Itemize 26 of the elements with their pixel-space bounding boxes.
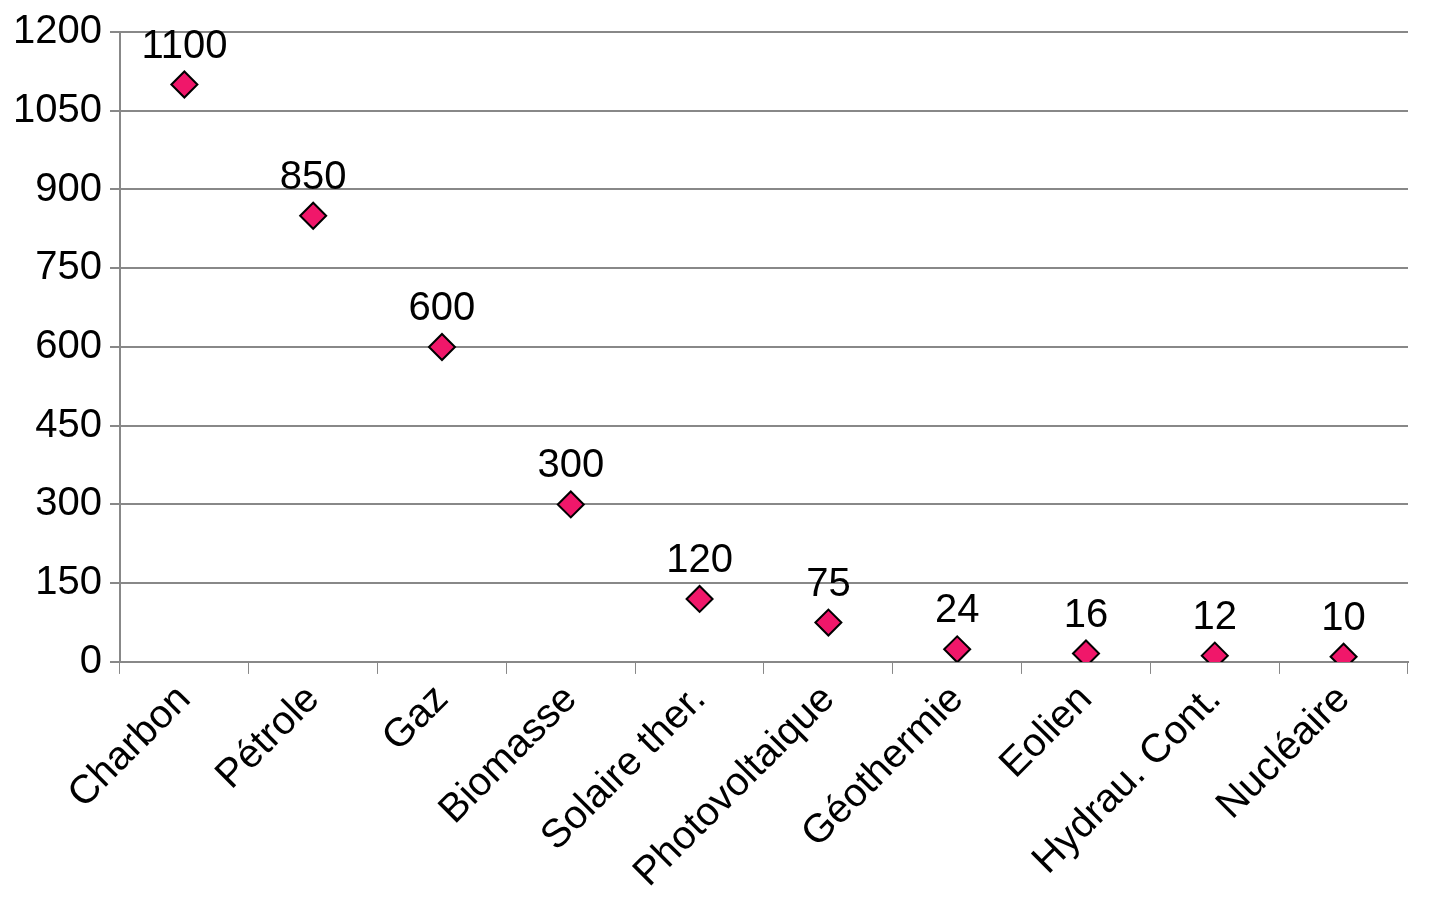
data-label: 12 (1192, 592, 1238, 637)
point (556, 490, 585, 519)
point (299, 201, 328, 230)
data-label: 600 (408, 283, 476, 328)
y-tick-label: 600 (35, 321, 102, 366)
y-tick-label: 900 (35, 164, 102, 209)
y-tick-label: 150 (35, 558, 102, 603)
data-label: 75 (806, 559, 851, 604)
data-label: 120 (666, 535, 733, 580)
data-label: 850 (279, 152, 347, 197)
data-label: 24 (934, 586, 980, 631)
y-tick-label: 1050 (13, 85, 102, 130)
data-label: 10 (1321, 593, 1366, 638)
y-tick-label: 0 (79, 636, 102, 681)
point (685, 584, 714, 613)
point (170, 70, 199, 99)
point (814, 608, 843, 637)
y-tick-label: 450 (35, 400, 102, 445)
data-label: 16 (1063, 590, 1109, 635)
y-tick-label: 300 (35, 479, 102, 524)
point (943, 635, 972, 662)
y-tick-label: 750 (35, 243, 102, 288)
y-tick-label: 1200 (13, 7, 102, 52)
data-label: 1100 (141, 21, 228, 66)
point (427, 332, 456, 361)
data-label: 300 (537, 441, 605, 486)
